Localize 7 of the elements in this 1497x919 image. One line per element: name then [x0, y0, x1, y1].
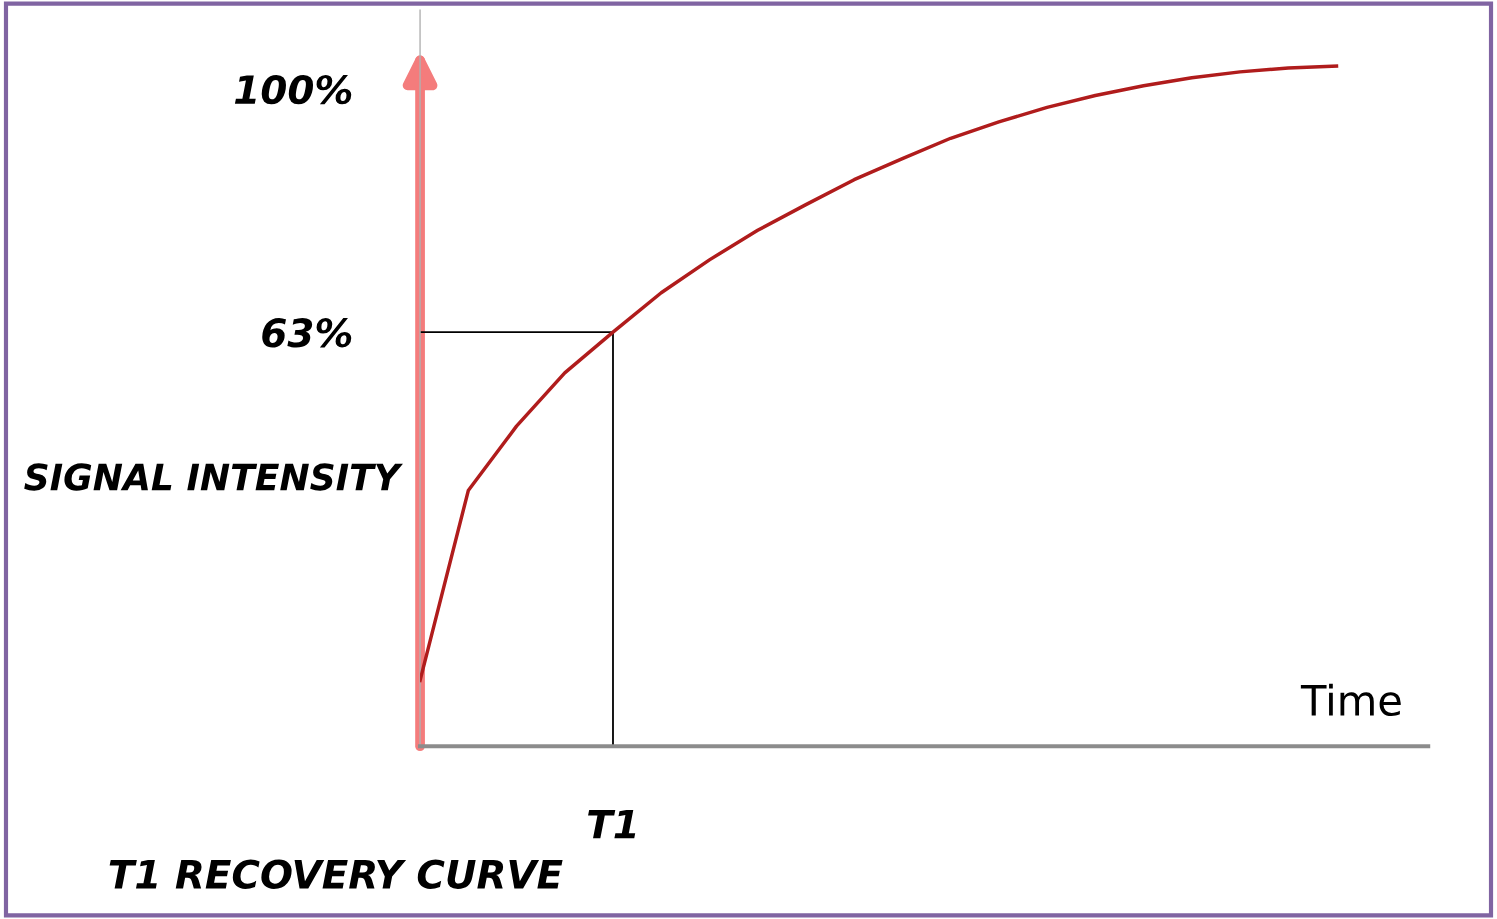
y-axis-title: SIGNAL INTENSITY	[24, 463, 403, 491]
line-series	[420, 64, 1339, 683]
text: T1 RECOVERY CURVE	[109, 859, 563, 889]
x-axis-title: Time	[1300, 683, 1401, 717]
y-tick-label: 63%	[262, 318, 352, 348]
y-tick-label: 100%	[234, 74, 352, 105]
x-tick-label: T1	[588, 809, 636, 839]
